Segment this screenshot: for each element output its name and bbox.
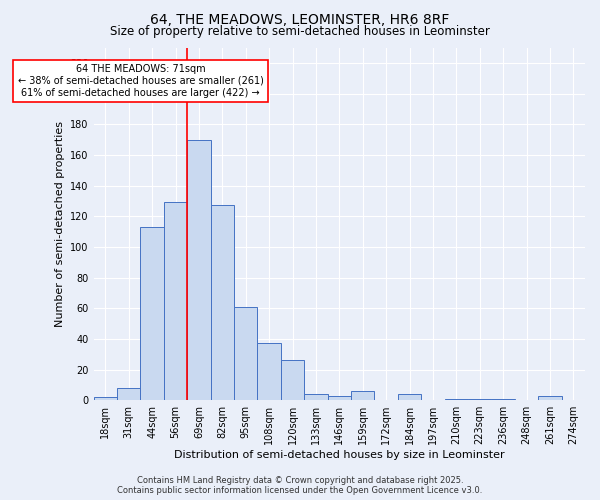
X-axis label: Distribution of semi-detached houses by size in Leominster: Distribution of semi-detached houses by … [174,450,505,460]
Text: 64, THE MEADOWS, LEOMINSTER, HR6 8RF: 64, THE MEADOWS, LEOMINSTER, HR6 8RF [151,12,449,26]
Bar [328,396,351,400]
Text: Contains HM Land Registry data © Crown copyright and database right 2025.
Contai: Contains HM Land Registry data © Crown c… [118,476,482,495]
Bar [445,398,468,400]
Bar [351,391,374,400]
Bar [491,398,515,400]
Bar [304,394,328,400]
Bar [140,227,164,400]
Bar [164,202,187,400]
Bar [117,388,140,400]
Bar [468,398,491,400]
Bar [257,344,281,400]
Y-axis label: Number of semi-detached properties: Number of semi-detached properties [55,121,65,327]
Bar [538,396,562,400]
Bar [234,306,257,400]
Bar [94,397,117,400]
Bar [398,394,421,400]
Bar [211,206,234,400]
Bar [187,140,211,400]
Bar [281,360,304,400]
Text: Size of property relative to semi-detached houses in Leominster: Size of property relative to semi-detach… [110,25,490,38]
Text: 64 THE MEADOWS: 71sqm
← 38% of semi-detached houses are smaller (261)
61% of sem: 64 THE MEADOWS: 71sqm ← 38% of semi-deta… [17,64,263,98]
